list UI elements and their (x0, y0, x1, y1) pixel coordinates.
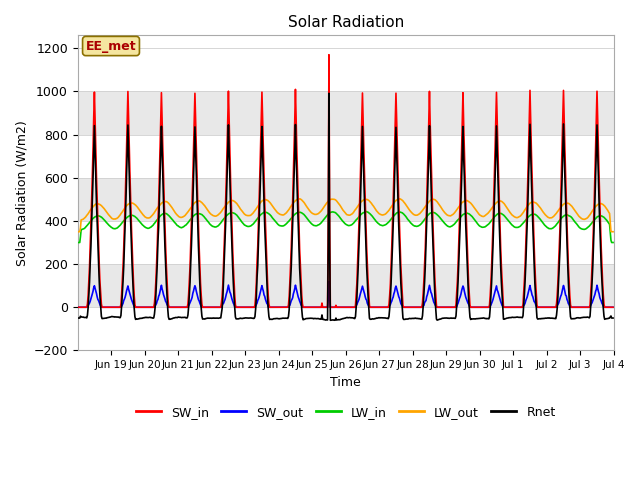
Bar (77, 134, 614, 178)
X-axis label: Time: Time (330, 376, 361, 389)
Legend: SW_in, SW_out, LW_in, LW_out, Rnet: SW_in, SW_out, LW_in, LW_out, Rnet (131, 401, 561, 424)
Bar (77, 48, 614, 92)
Bar (77, 307, 614, 350)
Text: EE_met: EE_met (86, 39, 136, 52)
Bar (77, 264, 614, 307)
Bar (77, 221, 614, 264)
Bar (77, 92, 614, 134)
Y-axis label: Solar Radiation (W/m2): Solar Radiation (W/m2) (15, 120, 28, 266)
Title: Solar Radiation: Solar Radiation (287, 15, 404, 30)
Bar (77, 178, 614, 221)
